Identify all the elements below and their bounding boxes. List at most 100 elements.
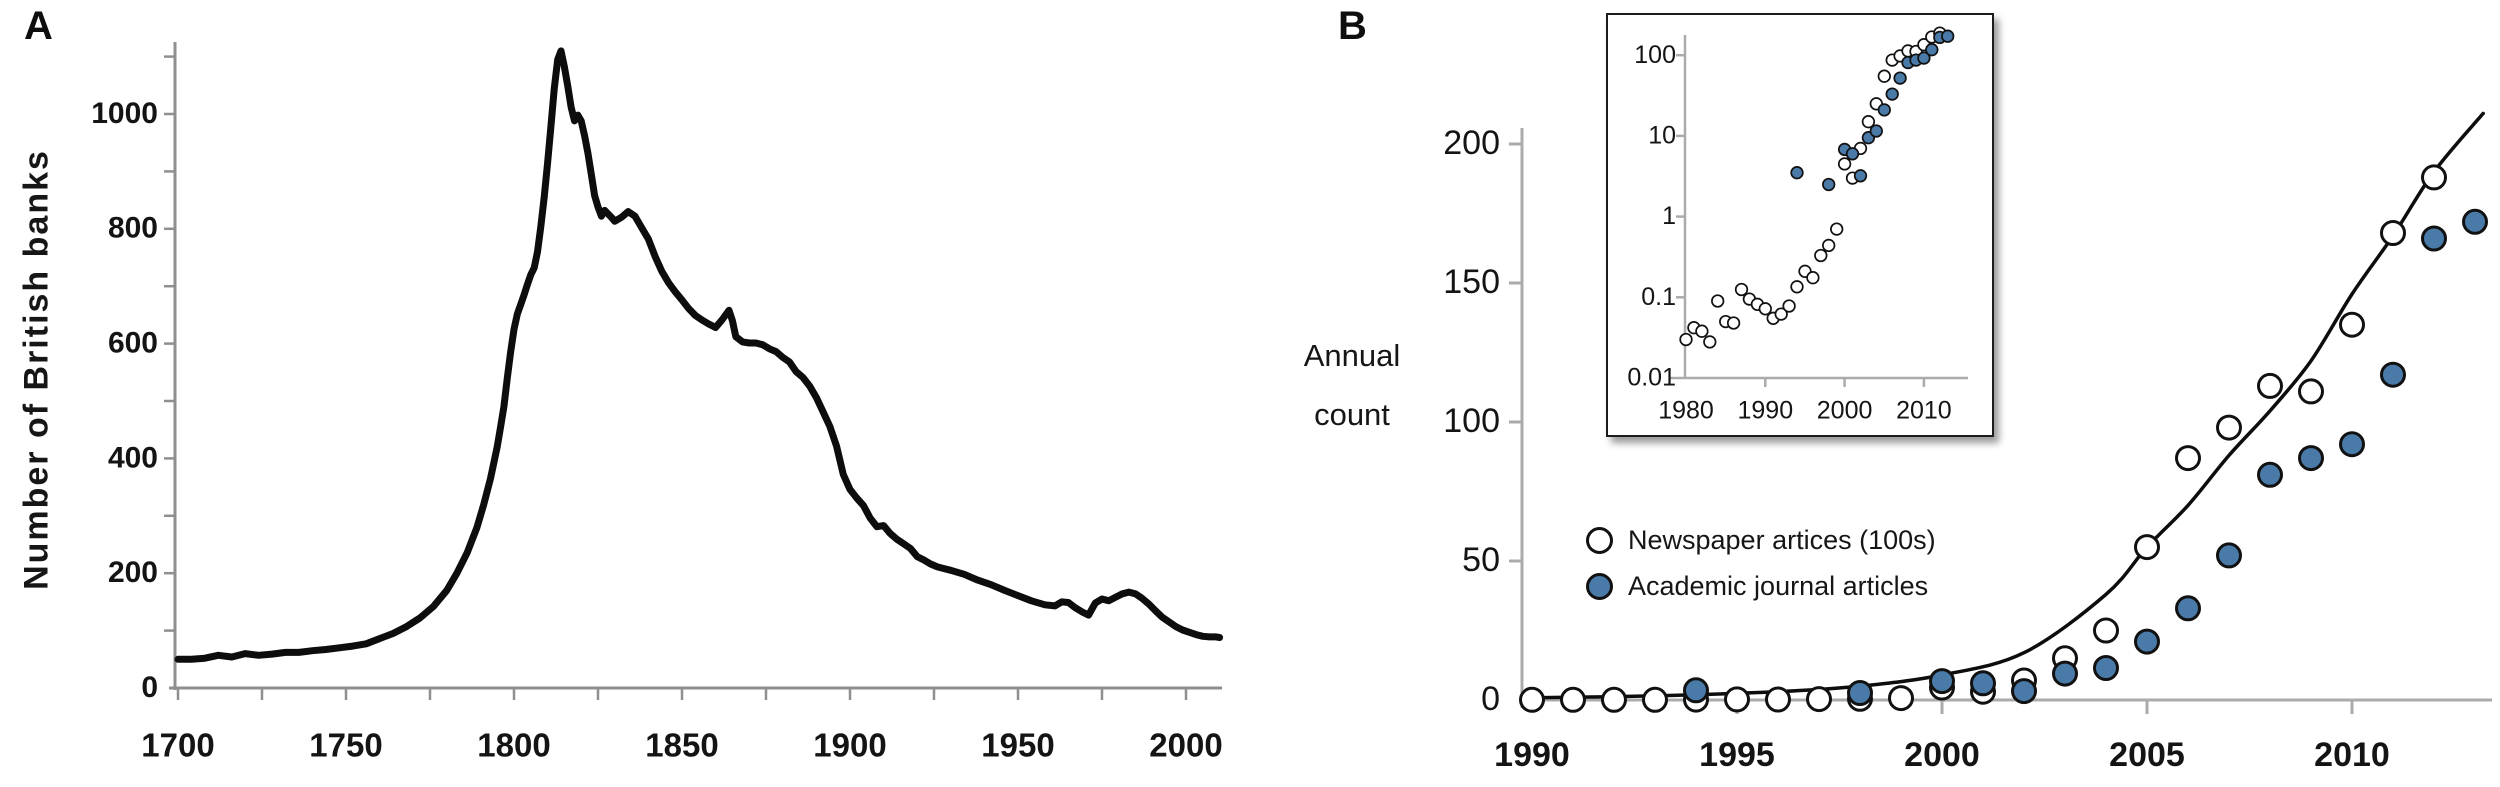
inset-academic-data-point [1822, 177, 1836, 192]
inset-academic-data-point [1877, 103, 1891, 117]
academic-data-point [2011, 678, 2037, 705]
panel-a-x-tick-label: 1950 [981, 727, 1054, 764]
newspaper-data-point [1724, 686, 1750, 713]
inset-newspaper-data-point [1814, 248, 1828, 263]
newspaper-data-point [1519, 686, 1545, 713]
inset-x-tick-label: 2000 [1817, 397, 1873, 425]
filled-circle-marker-icon [1586, 572, 1613, 600]
inset-academic-data-point [1885, 87, 1899, 101]
academic-data-point [2052, 660, 2078, 687]
panel-a-x-tick-label: 1750 [309, 727, 382, 764]
inset-academic-data-point [1925, 43, 1939, 57]
panel-a-x-tick-label: 1900 [813, 727, 886, 764]
newspaper-data-point [1601, 686, 1627, 713]
panel-a-y-tick-label: 800 [108, 212, 158, 245]
academic-data-point [1929, 668, 1955, 695]
panel-a-y-tick-label: 1000 [91, 97, 158, 130]
panel-a-y-tick-label: 0 [141, 671, 158, 704]
newspaper-data-point [2093, 617, 2119, 644]
inset-newspaper-data-point [1695, 324, 1709, 338]
newspaper-data-point [1642, 686, 1668, 713]
inset-newspaper-data-point [1679, 332, 1693, 347]
newspaper-data-point [2339, 311, 2365, 338]
inset-x-tick-label: 2010 [1896, 397, 1952, 425]
inset-newspaper-data-point [1822, 238, 1836, 253]
newspaper-data-point [1765, 686, 1791, 713]
inset-group: 100 10 1 0.1 0.01 1980 1990 2000 2010 [1627, 26, 1968, 425]
panel-a-y-tick-label: 600 [108, 327, 158, 360]
panel-a-y-tick-label: 200 [108, 556, 158, 589]
inset-y-tick-label: 100 [1634, 41, 1676, 69]
academic-data-point [2216, 542, 2242, 569]
inset-y-tick-label: 10 [1648, 122, 1676, 150]
panel-a-y-tick-label: 400 [108, 441, 158, 474]
inset-newspaper-data-point [1806, 271, 1820, 285]
academic-data-point [2462, 208, 2488, 235]
inset-newspaper-data-point [1726, 316, 1741, 330]
panel-a-y-axis-title: Number of British banks [17, 149, 56, 590]
panel-b-y-axis-title-line2: count [1314, 397, 1390, 432]
inset-newspaper-data-point [1877, 69, 1891, 83]
inset-academic-data-point [1893, 71, 1907, 85]
academic-data-point [2093, 655, 2119, 681]
panel-b-x-tick-label: 1995 [1699, 736, 1775, 774]
panel-b-y-tick-label: 50 [1462, 541, 1500, 579]
inset-newspaper-data-point [1734, 282, 1749, 297]
academic-data-point [2380, 361, 2406, 388]
inset-log-chart: 100 10 1 0.1 0.01 1980 1990 2000 2010 [1606, 13, 1994, 437]
inset-y-tick-label: 0.1 [1641, 283, 1676, 311]
panel-a-group: 0 200 400 600 800 1000 1700 1750 1800 1850 1900 195… [91, 42, 1224, 764]
panel-a-x-tick-label: 1700 [141, 727, 214, 764]
panel-b-x-tick-label: 2000 [1904, 736, 1980, 774]
academic-data-point [2134, 628, 2160, 655]
academic-data-point [2298, 445, 2324, 472]
newspaper-data-point [2134, 534, 2160, 561]
academic-data-point [1970, 670, 1996, 697]
panel-b-x-tick-label: 2005 [2109, 736, 2185, 774]
legend-label-academic: Academic journal articles [1628, 570, 1929, 601]
inset-y-tick-label: 0.01 [1627, 364, 1676, 392]
academic-data-point [2175, 595, 2201, 622]
inset-x-tick-label: 1980 [1658, 397, 1714, 425]
newspaper-data-point [2257, 372, 2283, 399]
inset-newspaper-data-point [1790, 280, 1804, 294]
inset-academic-data-point [1853, 169, 1868, 183]
academic-data-point [2421, 225, 2447, 252]
academic-data-point [1683, 677, 1709, 704]
panel-a-x-tick-label: 1850 [645, 727, 718, 764]
panel-a-label: A [24, 4, 53, 48]
inset-x-tick-label: 1990 [1737, 397, 1793, 425]
legend-label-newspaper: Newspaper artices (100s) [1628, 524, 1936, 555]
legend-row-newspaper: Newspaper artices (100s) [1586, 517, 1936, 563]
newspaper-data-point [1888, 685, 1914, 712]
newspaper-data-point [2298, 378, 2324, 405]
panel-b-y-tick-label: 100 [1443, 402, 1500, 440]
newspaper-data-point [1560, 686, 1586, 713]
inset-academic-data-point [1869, 124, 1883, 138]
panel-b-y-tick-label: 150 [1443, 263, 1500, 301]
inset-newspaper-data-point [1861, 115, 1876, 129]
panel-a-x-tick-label: 1800 [477, 727, 550, 764]
panel-b-y-tick-label: 0 [1481, 680, 1500, 718]
inset-newspaper-data-point [1703, 335, 1717, 349]
inset-newspaper-data-point [1830, 222, 1844, 236]
academic-data-point [2339, 431, 2365, 458]
inset-chart-svg: 100 10 1 0.1 0.01 1980 1990 2000 2010 [1627, 26, 1968, 425]
inset-y-tick-label: 1 [1662, 202, 1676, 230]
inset-newspaper-data-point [1758, 302, 1772, 316]
inset-academic-data-point [1917, 51, 1931, 65]
panel-b-y-tick-label: 200 [1443, 124, 1500, 162]
panel-a-x-tick-label: 2000 [1149, 727, 1222, 764]
panel-b-x-tick-label: 1990 [1494, 736, 1570, 774]
panel-b-legend: Newspaper artices (100s) Academic journa… [1586, 517, 1936, 609]
panel-b-y-axis-title-line1: Annual [1303, 338, 1401, 373]
inset-academic-data-point [1845, 147, 1860, 161]
panel-b-y-axis-title: Annual count [1262, 326, 1442, 444]
inset-newspaper-data-point [1774, 307, 1788, 321]
panel-b-label: B [1338, 4, 1367, 48]
newspaper-data-point [2380, 220, 2406, 246]
newspaper-data-point [2216, 414, 2242, 441]
panel-b-group: 0 50 100 150 200 1990 1995 2000 2005 2010 [1443, 111, 2492, 774]
academic-data-point [2257, 461, 2283, 488]
